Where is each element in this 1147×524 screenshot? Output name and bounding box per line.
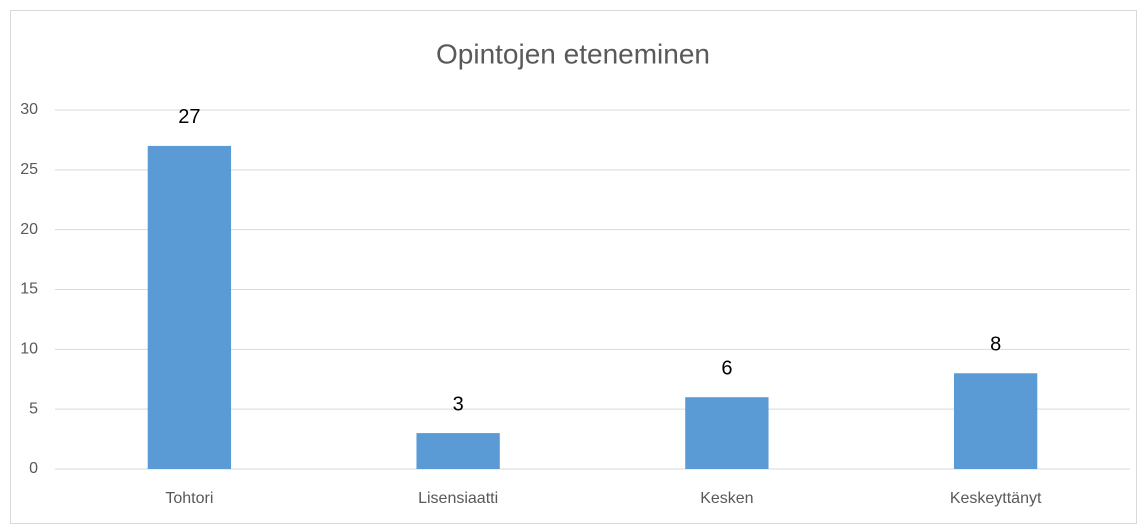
y-tick-label: 30 [20, 101, 38, 118]
x-tick-label: Kesken [700, 490, 753, 507]
y-tick-label: 15 [20, 281, 38, 298]
x-tick-label: Keskeyttänyt [950, 490, 1042, 507]
data-label: 27 [178, 106, 200, 128]
data-label: 3 [453, 393, 464, 415]
bar [685, 397, 769, 469]
bar [147, 145, 232, 469]
y-tick-label: 5 [29, 400, 38, 417]
x-tick-label: Lisensiaatti [418, 490, 498, 507]
y-tick-label: 0 [29, 460, 38, 477]
data-label: 8 [990, 334, 1001, 356]
bar [953, 373, 1038, 469]
data-label: 6 [721, 357, 732, 379]
y-tick-label: 20 [20, 221, 38, 238]
x-tick-label: Tohtori [165, 490, 213, 507]
chart-title: Opintojen eteneminen [436, 38, 710, 69]
y-tick-label: 10 [20, 341, 38, 358]
y-tick-label: 25 [20, 161, 38, 178]
bar [416, 433, 500, 469]
